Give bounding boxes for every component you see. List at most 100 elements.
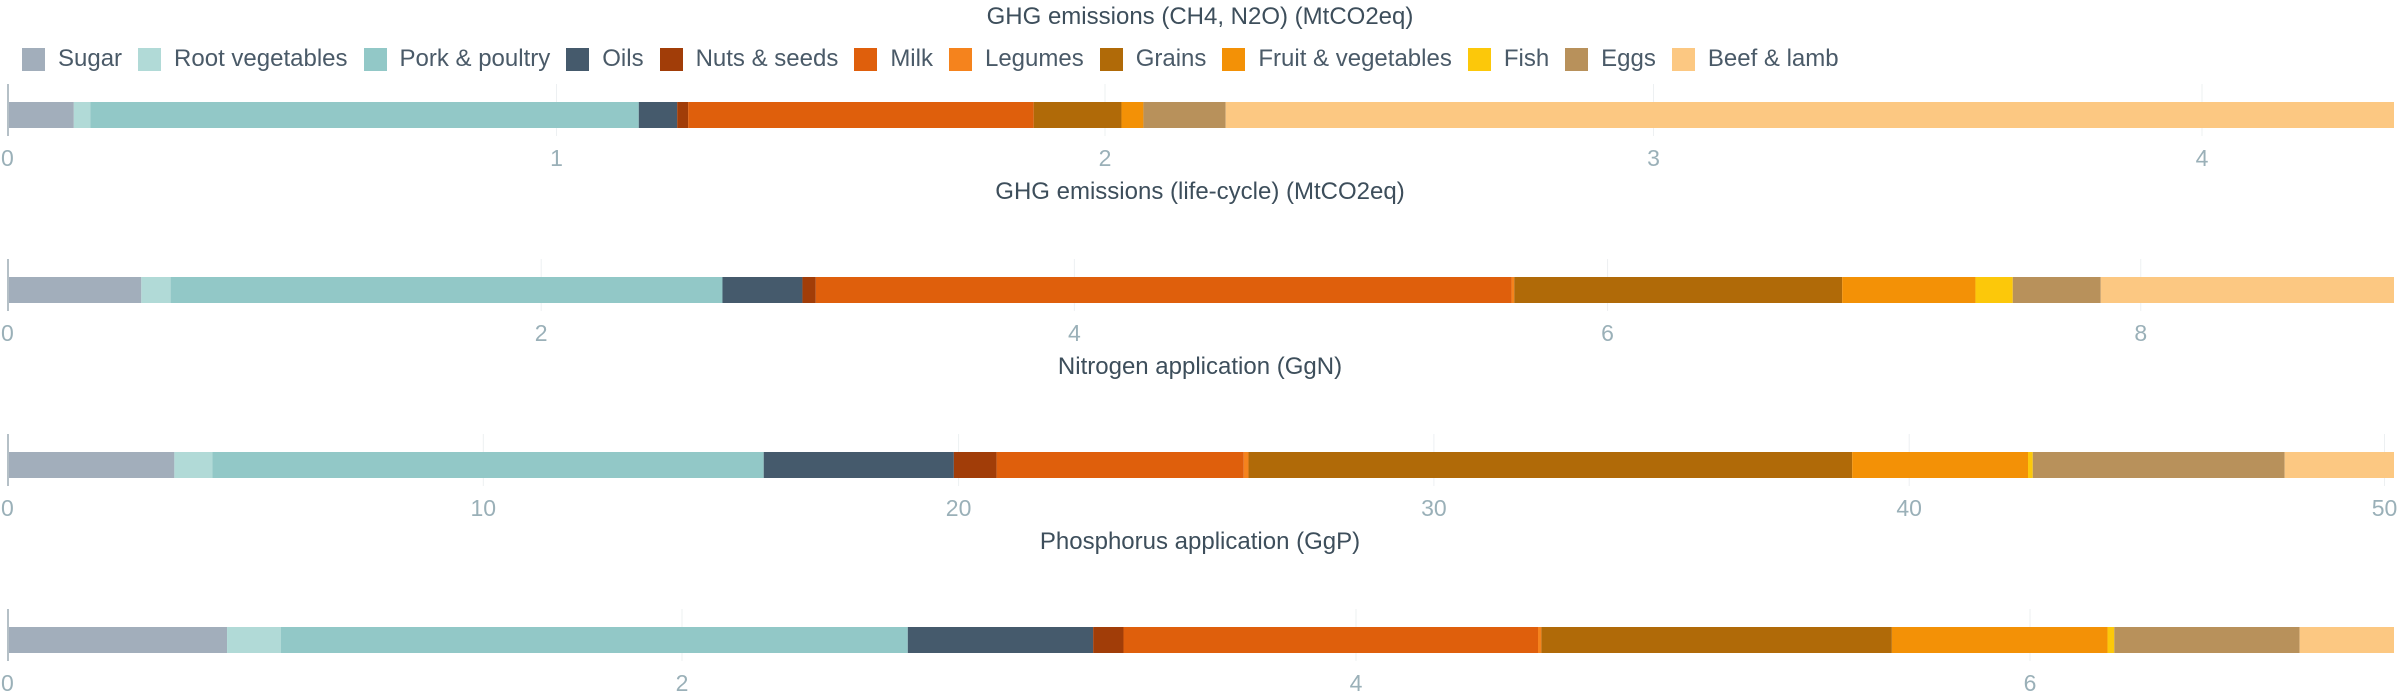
bar-segment-legumes[interactable]: [1538, 627, 1542, 653]
bar-segment-milk[interactable]: [815, 277, 1512, 303]
x-tick-label: 4: [1068, 320, 1081, 346]
legend-swatch: [363, 47, 387, 71]
x-tick-label: 2: [535, 320, 548, 346]
bar-segment-sugar[interactable]: [8, 277, 142, 303]
bar-segment-root-vegetables[interactable]: [174, 452, 213, 478]
legend-label: Sugar: [58, 45, 123, 72]
bar-segment-pork-poultry[interactable]: [212, 452, 764, 478]
x-tick-label: 4: [1350, 670, 1363, 696]
chart-panel-1: GHG emissions (CH4, N2O) (MtCO2eq) 0 1 2 3 4: [1, 3, 2394, 171]
legend-swatch: [1099, 47, 1123, 71]
panel-title: GHG emissions (life-cycle) (MtCO2eq): [995, 178, 1404, 205]
bar-segment-root-vegetables[interactable]: [73, 102, 91, 128]
x-tick-label: 0: [1, 495, 14, 521]
x-tick-label: 2: [1099, 145, 1112, 171]
legend-item-pork-poultry[interactable]: Pork & poultry: [363, 45, 550, 73]
bar-segment-fruit-vegetables[interactable]: [1891, 627, 2108, 653]
chart-legend: Sugar Root vegetables Pork & poultry Oils Nu…: [22, 42, 1855, 76]
bar-segment-oils[interactable]: [907, 627, 1094, 653]
bar-segment-fruit-vegetables[interactable]: [1852, 452, 2029, 478]
bar-segment-sugar[interactable]: [8, 627, 228, 653]
legend-label: Fish: [1503, 45, 1550, 72]
legend-item-root-vegetables[interactable]: Root vegetables: [138, 45, 348, 73]
chart-panel-3: Nitrogen application (GgN) 0 10 20 30 40 50: [1, 353, 2397, 521]
legend-label: Legumes: [984, 45, 1084, 72]
legend-item-oils[interactable]: Oils: [566, 45, 644, 73]
bar-segment-eggs[interactable]: [2114, 627, 2300, 653]
bar-segment-fruit-vegetables[interactable]: [1842, 277, 1976, 303]
x-tick-label: 6: [2024, 670, 2037, 696]
x-tick-label: 8: [2134, 320, 2147, 346]
x-tick-label: 0: [1, 670, 14, 696]
panel-title: Phosphorus application (GgP): [1040, 528, 1360, 555]
legend-item-sugar[interactable]: Sugar: [22, 45, 122, 73]
bar-segment-beef-lamb[interactable]: [2299, 627, 2394, 653]
legend-item-nuts-seeds[interactable]: Nuts & seeds: [659, 45, 838, 73]
bar-segment-oils[interactable]: [722, 277, 803, 303]
panel-title: GHG emissions (CH4, N2O) (MtCO2eq): [987, 3, 1414, 30]
legend-item-fruit-vegetables[interactable]: Fruit & vegetables: [1222, 45, 1452, 73]
bar-segment-oils[interactable]: [763, 452, 954, 478]
legend-swatch: [1565, 47, 1589, 71]
bar-segment-pork-poultry[interactable]: [280, 627, 908, 653]
bar-segment-nuts-seeds[interactable]: [677, 102, 689, 128]
x-tick-label: 6: [1601, 320, 1614, 346]
bar-segment-pork-poultry[interactable]: [170, 277, 723, 303]
bar-segment-grains[interactable]: [1541, 627, 1892, 653]
bar-segment-beef-lamb[interactable]: [2284, 452, 2394, 478]
legend-item-eggs[interactable]: Eggs: [1565, 45, 1656, 73]
x-tick-label: 10: [471, 495, 497, 521]
bar-segment-nuts-seeds[interactable]: [1093, 627, 1124, 653]
x-tick-label: 0: [1, 320, 14, 346]
legend-label: Root vegetables: [174, 45, 348, 72]
bar-segment-fish[interactable]: [2028, 452, 2033, 478]
x-tick-label: 0: [1, 145, 14, 171]
legend-item-grains[interactable]: Grains: [1099, 45, 1207, 73]
legend-swatch: [1671, 47, 1695, 71]
bar-segment-root-vegetables[interactable]: [141, 277, 171, 303]
bar-segment-milk[interactable]: [1123, 627, 1539, 653]
chart-panel-2: GHG emissions (life-cycle) (MtCO2eq) 0 2 4 6…: [1, 178, 2394, 346]
bar-segment-fish[interactable]: [2107, 627, 2115, 653]
legend-item-legumes[interactable]: Legumes: [948, 45, 1084, 73]
legend-item-beef-lamb[interactable]: Beef & lamb: [1671, 45, 1839, 73]
x-tick-label: 3: [1647, 145, 1660, 171]
legend-label: Beef & lamb: [1707, 45, 1839, 72]
bar-segment-beef-lamb[interactable]: [2100, 277, 2394, 303]
bar-segment-pork-poultry[interactable]: [90, 102, 639, 128]
bar-segment-grains[interactable]: [1248, 452, 1853, 478]
bar-segment-legumes[interactable]: [1511, 277, 1515, 303]
bar-segment-sugar[interactable]: [8, 102, 74, 128]
legend-label: Grains: [1135, 45, 1207, 72]
bar-segment-eggs[interactable]: [1143, 102, 1226, 128]
bar-segment-sugar[interactable]: [8, 452, 175, 478]
legend-swatch: [659, 47, 683, 71]
bar-segment-eggs[interactable]: [2032, 452, 2285, 478]
legend-label: Eggs: [1601, 45, 1656, 72]
bar-segment-grains[interactable]: [1033, 102, 1122, 128]
bar-segment-nuts-seeds[interactable]: [953, 452, 997, 478]
bar-segment-milk[interactable]: [688, 102, 1034, 128]
bar-segment-nuts-seeds[interactable]: [802, 277, 816, 303]
legend-label: Oils: [602, 45, 644, 72]
bar-segment-fruit-vegetables[interactable]: [1121, 102, 1144, 128]
bar-segment-grains[interactable]: [1514, 277, 1843, 303]
bar-segment-fish[interactable]: [1975, 277, 2013, 303]
legend-item-fish[interactable]: Fish: [1467, 45, 1550, 73]
legend-swatch: [22, 47, 45, 71]
x-tick-label: 1: [550, 145, 563, 171]
bar-segment-legumes[interactable]: [1243, 452, 1249, 478]
legend-swatch: [1222, 47, 1246, 71]
legend-item-milk[interactable]: Milk: [854, 45, 933, 73]
bar-segment-beef-lamb[interactable]: [1225, 102, 2394, 128]
bar-segment-root-vegetables[interactable]: [227, 627, 281, 653]
x-tick-label: 40: [1896, 495, 1922, 521]
legend-swatch: [854, 47, 878, 71]
bar-segment-oils[interactable]: [638, 102, 678, 128]
legend-label: Milk: [890, 45, 933, 72]
panel-title: Nitrogen application (GgN): [1058, 353, 1342, 380]
bar-segment-eggs[interactable]: [2012, 277, 2101, 303]
bar-segment-milk[interactable]: [996, 452, 1244, 478]
chart-panel-4: Phosphorus application (GgP) 0 2 4 6: [1, 528, 2394, 696]
